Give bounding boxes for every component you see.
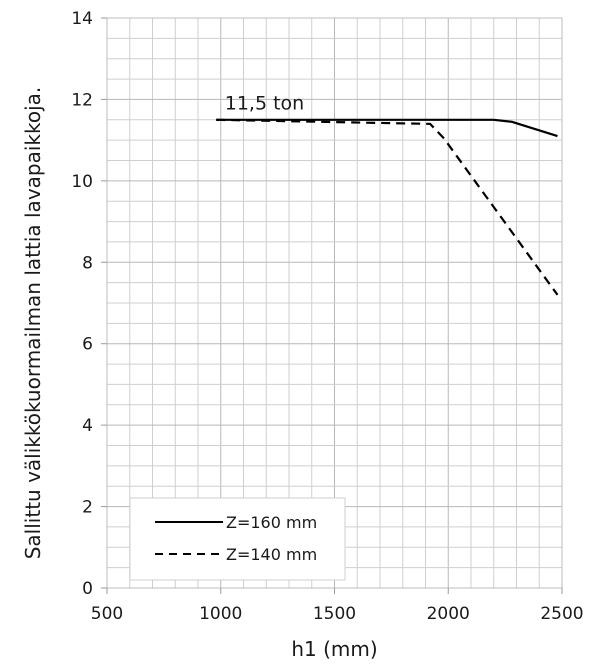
y-axis-title: Sallittu välikkökuormailman lattia lavap… [21, 87, 45, 560]
legend-label-z140: Z=140 mm [226, 545, 317, 564]
y-tick-label: 14 [71, 9, 93, 29]
y-tick-label: 10 [71, 172, 93, 192]
y-axis-ticks: 0 2 4 6 8 10 12 14 [71, 9, 107, 599]
x-axis-title: h1 (mm) [291, 637, 377, 660]
x-axis-ticks: 500 1000 1500 2000 2500 [91, 588, 584, 624]
y-tick-label: 8 [82, 253, 93, 273]
annotation-label: 11,5 ton [225, 93, 304, 115]
annotations: 11,5 ton [225, 93, 304, 115]
grid [106, 17, 563, 589]
x-tick-label: 1500 [313, 604, 356, 624]
series-line-z140 [216, 118, 559, 296]
x-tick-label: 2000 [427, 604, 470, 624]
legend-box [129, 497, 346, 581]
legend: Z=160 mm Z=140 mm [129, 497, 346, 581]
x-tick-label: 500 [91, 604, 123, 624]
series-line-z160 [216, 118, 558, 138]
y-tick-label: 2 [82, 498, 93, 518]
y-tick-label: 4 [82, 416, 93, 436]
x-tick-label: 2500 [540, 604, 583, 624]
y-tick-label: 6 [82, 335, 93, 355]
series-lines [216, 118, 559, 296]
legend-label-z160: Z=160 mm [226, 513, 317, 532]
y-tick-label: 0 [82, 579, 93, 599]
x-tick-label: 1000 [199, 604, 242, 624]
y-tick-label: 12 [71, 90, 93, 110]
